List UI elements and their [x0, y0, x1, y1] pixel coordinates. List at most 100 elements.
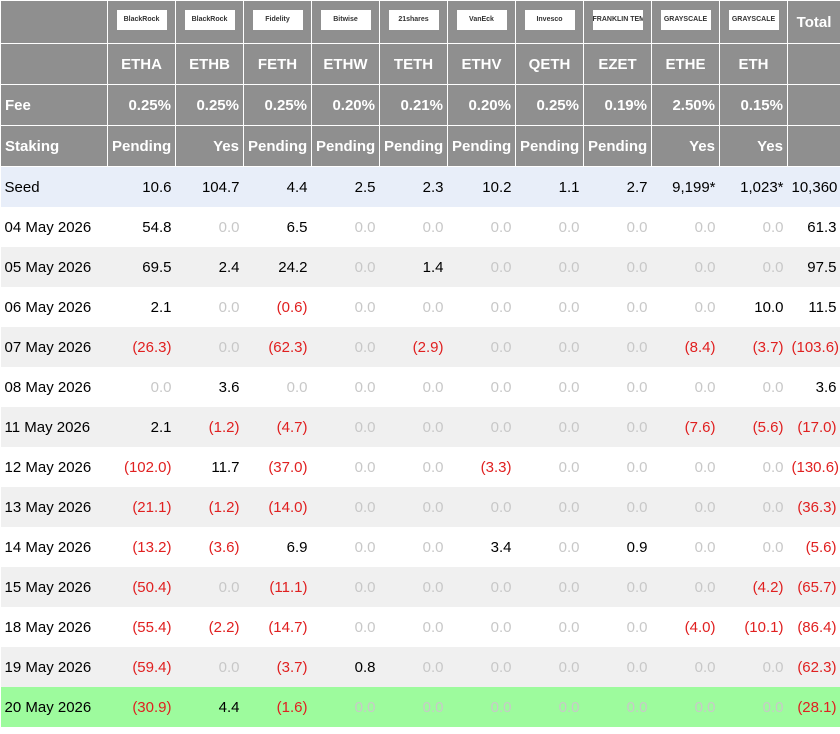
row-label: 12 May 2026	[0, 447, 108, 487]
flow-value: 2.1	[107, 407, 176, 447]
data-row: 15 May 2026 (50.4) 0.0 (11.1) 0.0 0.0 0.0 0.0 0.…	[0, 567, 840, 607]
total-value: 97.5	[787, 247, 840, 287]
flow-value: (26.3)	[107, 327, 176, 367]
issuer-logo: Invesco	[524, 10, 575, 30]
flow-value: 24.2	[243, 247, 312, 287]
ticker: ETHE	[651, 43, 720, 85]
flow-value: (1.2)	[175, 407, 244, 447]
flow-value: 0.0	[515, 647, 584, 687]
issuer-logo: FRANKLIN TEMPLETON	[592, 10, 643, 30]
flow-value: 0.0	[583, 367, 652, 407]
staking-value: Pending	[243, 125, 312, 167]
flow-value: 0.0	[107, 367, 176, 407]
ticker: ETHW	[311, 43, 380, 85]
data-row: 18 May 2026 (55.4) (2.2) (14.7) 0.0 0.0 0.0 0.0…	[0, 607, 840, 647]
flow-value: 0.0	[515, 607, 584, 647]
row-label: 04 May 2026	[0, 207, 108, 247]
fee-value: 0.19%	[583, 84, 652, 126]
ticker: QETH	[515, 43, 584, 85]
flow-value: (5.6)	[719, 407, 788, 447]
flow-value: 3.6	[175, 367, 244, 407]
flow-value: (62.3)	[243, 327, 312, 367]
flow-value: 4.4	[243, 166, 312, 207]
flow-value: 10.0	[719, 287, 788, 327]
flow-value: 0.0	[651, 247, 720, 287]
corner-cell	[0, 43, 108, 85]
row-label: 11 May 2026	[0, 407, 108, 447]
flow-value: 0.0	[311, 367, 380, 407]
flow-value: (7.6)	[651, 407, 720, 447]
flow-value: (4.7)	[243, 407, 312, 447]
corner-cell	[0, 0, 108, 44]
row-label: 06 May 2026	[0, 287, 108, 327]
total-value: (103.6)	[787, 327, 840, 367]
issuer-logo: GRAYSCALE	[728, 10, 779, 30]
flow-value: 0.0	[379, 527, 448, 567]
total-value: 10,360	[787, 166, 840, 207]
flow-value: 0.0	[583, 407, 652, 447]
flow-value: 0.0	[447, 567, 516, 607]
flow-value: 0.0	[583, 207, 652, 247]
issuer-logo: Fidelity	[252, 10, 303, 30]
ticker: EZET	[583, 43, 652, 85]
issuer-logo: VanEck	[456, 10, 507, 30]
staking-value: Yes	[175, 125, 244, 167]
flow-value: 2.4	[175, 247, 244, 287]
logo-cell: BlackRock	[107, 0, 176, 44]
row-label: Seed	[0, 166, 108, 207]
staking-row: Staking Pending Yes Pending Pending Pending Pe…	[0, 125, 840, 167]
row-label: 05 May 2026	[0, 247, 108, 287]
flow-value: 0.0	[379, 287, 448, 327]
flow-value: 0.0	[583, 327, 652, 367]
ticker: ETH	[719, 43, 788, 85]
flow-value: (10.1)	[719, 607, 788, 647]
ticker: TETH	[379, 43, 448, 85]
flow-value: 0.0	[583, 287, 652, 327]
flow-value: 0.0	[175, 207, 244, 247]
total-value: 61.3	[787, 207, 840, 247]
flow-value: 0.0	[447, 327, 516, 367]
flow-value: 0.0	[447, 487, 516, 527]
data-row: 07 May 2026 (26.3) 0.0 (62.3) 0.0 (2.9) 0.0 0.0…	[0, 327, 840, 367]
flow-value: 3.4	[447, 527, 516, 567]
flow-value: 0.0	[447, 647, 516, 687]
flow-value: 0.0	[583, 447, 652, 487]
flow-value: 0.0	[447, 367, 516, 407]
flow-value: 0.0	[379, 687, 448, 727]
fee-value: 0.25%	[175, 84, 244, 126]
flow-value: (0.6)	[243, 287, 312, 327]
row-label: 14 May 2026	[0, 527, 108, 567]
flow-value: 54.8	[107, 207, 176, 247]
total-value: (86.4)	[787, 607, 840, 647]
flow-value: 2.3	[379, 166, 448, 207]
data-row: 04 May 2026 54.8 0.0 6.5 0.0 0.0 0.0 0.0 0.0 0.0 0…	[0, 207, 840, 247]
flow-value: 0.0	[379, 647, 448, 687]
row-label: 07 May 2026	[0, 327, 108, 367]
empty-cell	[787, 125, 840, 167]
flow-value: 0.0	[515, 287, 584, 327]
data-row: 19 May 2026 (59.4) 0.0 (3.7) 0.8 0.0 0.0 0.0 0.0…	[0, 647, 840, 687]
row-label: 19 May 2026	[0, 647, 108, 687]
total-value: (36.3)	[787, 487, 840, 527]
flow-value: 0.0	[719, 687, 788, 727]
flow-value: (37.0)	[243, 447, 312, 487]
data-row: 13 May 2026 (21.1) (1.2) (14.0) 0.0 0.0 0.0 0.0…	[0, 487, 840, 527]
total-value: (130.6)	[787, 447, 840, 487]
flow-value: 1.4	[379, 247, 448, 287]
table-body: Seed 10.6 104.7 4.4 2.5 2.3 10.2 1.1 2.7 9,199* 1,…	[0, 166, 840, 727]
flow-value: 0.0	[651, 367, 720, 407]
flow-value: 0.0	[515, 367, 584, 407]
logo-cell: Bitwise	[311, 0, 380, 44]
logo-cell: GRAYSCALE	[651, 0, 720, 44]
flow-value: 0.0	[515, 687, 584, 727]
flow-value: 2.5	[311, 166, 380, 207]
flow-value: (30.9)	[107, 687, 176, 727]
total-value: 3.6	[787, 367, 840, 407]
fee-value: 0.21%	[379, 84, 448, 126]
flow-value: (59.4)	[107, 647, 176, 687]
flow-value: 0.0	[719, 487, 788, 527]
flow-value: 0.0	[719, 527, 788, 567]
flow-value: 0.0	[175, 327, 244, 367]
data-row: Seed 10.6 104.7 4.4 2.5 2.3 10.2 1.1 2.7 9,199* 1,…	[0, 166, 840, 207]
